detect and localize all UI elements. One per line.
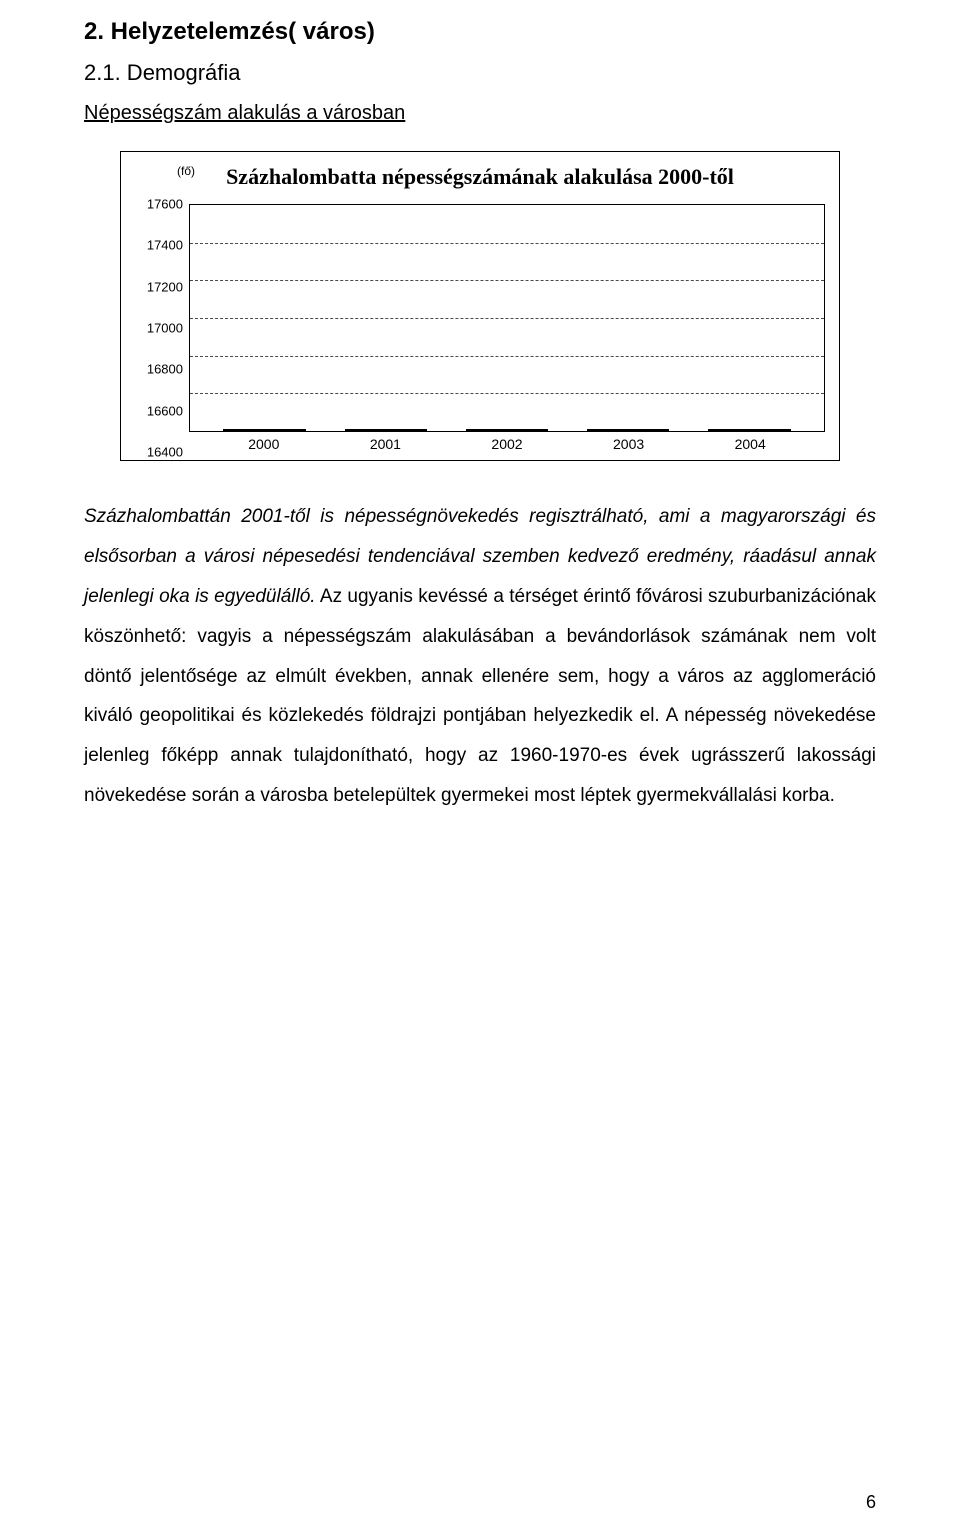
- chart-title: Százhalombatta népességszámának alakulás…: [135, 164, 825, 190]
- chart-y-tick: 17000: [147, 321, 183, 336]
- chart-x-tick: 2003: [568, 436, 690, 452]
- population-chart: (fő) Százhalombatta népességszámának ala…: [120, 151, 840, 461]
- chart-y-axis: 16400166001680017000172001740017600: [135, 204, 189, 452]
- chart-bar-slot: [689, 429, 810, 431]
- chart-x-tick: 2004: [689, 436, 811, 452]
- chart-y-tick: 17400: [147, 238, 183, 253]
- chart-x-tick: 2002: [446, 436, 568, 452]
- chart-bar: [466, 429, 548, 431]
- chart-bar-slot: [204, 429, 325, 431]
- chart-bar-slot: [568, 429, 689, 431]
- section-heading: 2. Helyzetelemzés( város): [84, 18, 876, 46]
- chart-x-axis: 20002001200220032004: [189, 432, 825, 452]
- chart-y-tick: 16800: [147, 362, 183, 377]
- chart-x-tick: 2000: [203, 436, 325, 452]
- chart-bar: [223, 429, 305, 431]
- chart-x-tick: 2001: [325, 436, 447, 452]
- chart-y-tick: 16400: [147, 445, 183, 460]
- topic-heading: Népességszám alakulás a városban: [84, 102, 405, 125]
- page-number: 6: [866, 1492, 876, 1513]
- chart-y-tick: 16600: [147, 403, 183, 418]
- chart-bar-slot: [446, 429, 567, 431]
- chart-y-tick: 17600: [147, 197, 183, 212]
- chart-bar-slot: [325, 429, 446, 431]
- subsection-heading: 2.1. Demográfia: [84, 60, 876, 86]
- paragraph-rest: Az ugyanis kevéssé a térséget érintő főv…: [84, 586, 876, 806]
- body-paragraph: Százhalombattán 2001-től is népességnöve…: [84, 497, 876, 816]
- chart-bar: [587, 429, 669, 431]
- chart-plot-area: [189, 204, 825, 432]
- chart-bar: [708, 429, 790, 431]
- chart-y-tick: 17200: [147, 279, 183, 294]
- chart-unit-label: (fő): [177, 164, 195, 178]
- chart-bar: [345, 429, 427, 431]
